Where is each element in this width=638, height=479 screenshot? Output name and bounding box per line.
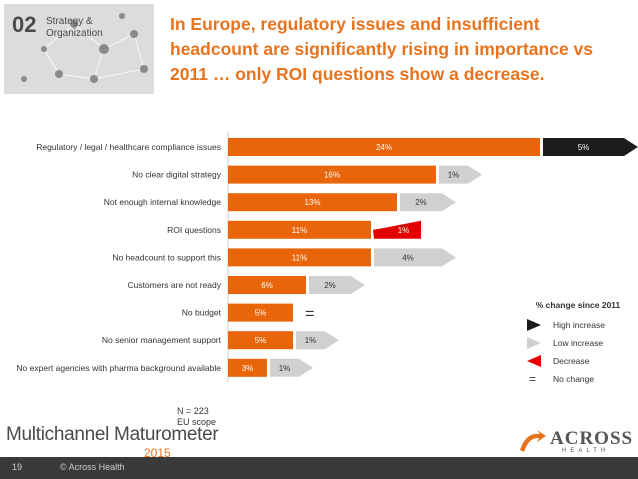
legend-item-high: High increase: [523, 317, 633, 335]
change-arrow: [270, 358, 313, 377]
section-label: Strategy & Organization: [46, 16, 103, 39]
change-arrow: [439, 165, 482, 184]
bar-chart: Regulatory / legal / healthcare complian…: [16, 132, 638, 382]
change-arrow: [374, 248, 456, 267]
bar-value-label: 5%: [255, 336, 267, 345]
bar: [228, 331, 293, 350]
sample-size: N = 223: [177, 406, 209, 416]
bar-value-label: 5%: [255, 309, 267, 318]
bar-value-label: 11%: [292, 226, 307, 235]
logo-name: ACROSS: [550, 428, 634, 449]
sample-note: N = 223 EU scope: [177, 406, 216, 428]
bar-value-label: 3%: [242, 364, 254, 373]
change-label: 1%: [279, 364, 291, 373]
legend-item-no-change: = No change: [523, 371, 633, 389]
section-number: 02: [12, 12, 37, 37]
legend-label: Decrease: [553, 356, 590, 366]
brand-name: Multichannel Maturometer: [6, 424, 219, 445]
section-badge: 02 Strategy & Organization: [4, 4, 154, 94]
sample-scope: EU scope: [177, 417, 217, 427]
company-logo: ACROSS HEALTH: [518, 428, 634, 454]
brand-year: 2015: [144, 446, 171, 460]
black-arrow-icon: [527, 319, 541, 331]
change-label: 1%: [398, 226, 410, 235]
no-change-marker: =: [305, 306, 314, 323]
bar-value-label: 24%: [376, 143, 392, 152]
change-arrow: [296, 331, 339, 350]
legend-label: High increase: [553, 320, 605, 330]
bar-value-label: 13%: [304, 198, 320, 207]
logo-sub: HEALTH: [562, 448, 610, 454]
bar-value-label: 11%: [292, 253, 307, 262]
header: 02 Strategy & Organization In Europe, re…: [0, 0, 638, 100]
bar-value-label: 6%: [261, 281, 273, 290]
footer: 19 © Across Health: [0, 457, 638, 479]
change-label: 5%: [578, 143, 590, 152]
change-arrow: [400, 193, 456, 212]
legend-label: No change: [553, 374, 595, 384]
logo-arrow-icon: [520, 430, 546, 452]
category-label: Regulatory / legal / healthcare complian…: [36, 142, 221, 152]
category-label: No expert agencies with pharma backgroun…: [16, 363, 221, 373]
legend: % change since 2011 High increase Low in…: [523, 300, 633, 389]
change-arrow: [543, 138, 638, 156]
category-label: ROI questions: [167, 225, 221, 235]
brand-mark: Multichannel Maturometer 2015: [6, 424, 219, 460]
category-label: Not enough internal knowledge: [104, 197, 221, 207]
change-label: 1%: [448, 171, 460, 180]
legend-item-decrease: Decrease: [523, 353, 633, 371]
category-label: No clear digital strategy: [132, 170, 222, 180]
bar: [228, 138, 540, 156]
legend-label: Low increase: [553, 338, 604, 348]
bar: [228, 276, 306, 294]
red-arrow-icon: [527, 355, 541, 367]
change-label: 1%: [305, 336, 317, 345]
change-arrow: [309, 276, 365, 294]
change-label: 4%: [402, 253, 414, 262]
legend-item-low: Low increase: [523, 335, 633, 353]
category-label: Customers are not ready: [127, 280, 221, 290]
bar: [228, 165, 436, 184]
category-label: No headcount to support this: [112, 252, 221, 262]
change-label: 2%: [324, 281, 336, 290]
equals-icon: =: [529, 372, 537, 386]
grey-arrow-icon: [527, 337, 541, 349]
change-arrow: [373, 220, 421, 239]
page-number: 19: [12, 462, 23, 472]
bar-value-label: 16%: [324, 171, 340, 180]
network-illustration-icon: [21, 13, 148, 83]
bar: [228, 303, 293, 322]
legend-title: % change since 2011: [535, 300, 621, 310]
bar: [228, 248, 371, 267]
change-label: 2%: [415, 198, 427, 207]
category-label: No senior management support: [102, 335, 222, 345]
slide-title: In Europe, regulatory issues and insuffi…: [170, 14, 594, 84]
category-label: No budget: [182, 308, 222, 318]
bar: [228, 193, 397, 212]
bar: [228, 220, 371, 239]
copyright: © Across Health: [60, 462, 125, 472]
bar: [228, 358, 267, 377]
